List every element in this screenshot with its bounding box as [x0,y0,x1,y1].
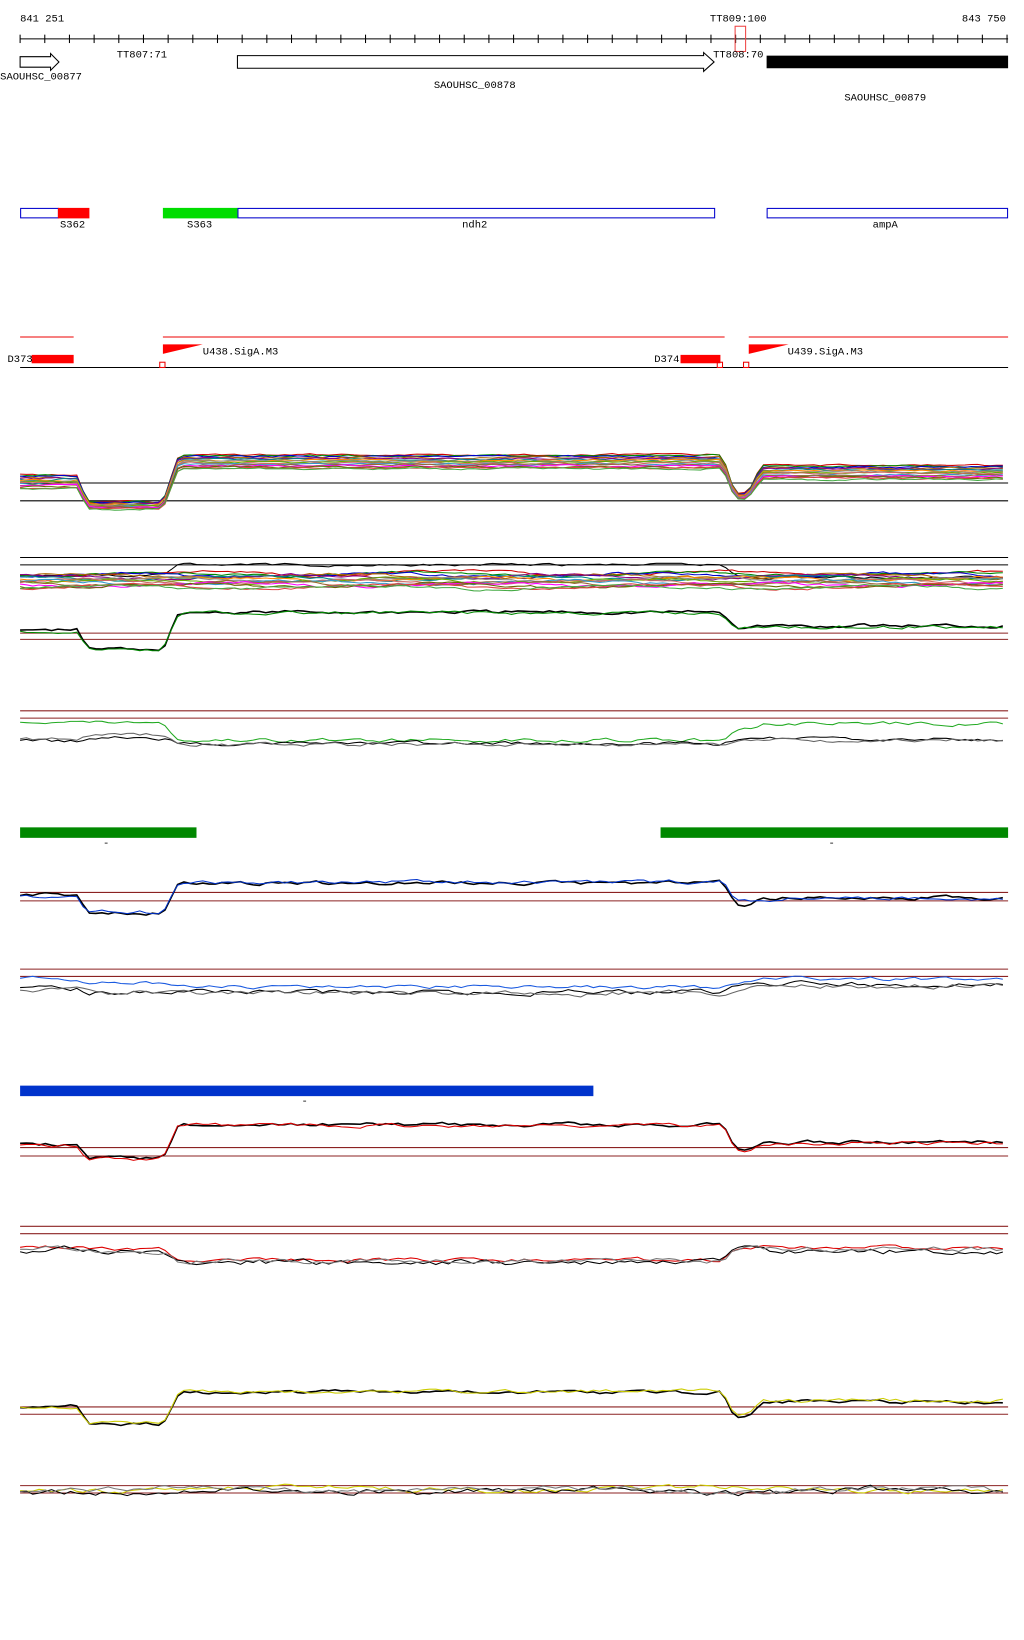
trace [20,1121,1003,1160]
promoter-start [742,361,750,369]
trace [20,461,1003,508]
promoter-end [716,361,724,369]
trace [20,581,1003,589]
gene-block [766,55,1009,69]
trace [20,736,1003,747]
feature-label: S362 [60,219,85,231]
feature [57,207,90,219]
trace [20,453,1003,504]
trace [20,466,1003,510]
trace [20,720,1003,743]
trace [20,458,1003,507]
trace [20,467,1003,511]
trace [20,879,1003,915]
trace [20,1244,1003,1263]
feature [20,207,59,219]
terminator-label: TT809:100 [710,14,767,26]
feature [766,207,1009,219]
segment-label: - [301,1096,307,1108]
promoter [680,354,721,364]
promoter-label: D373 [8,354,33,366]
trace [20,575,1003,584]
feature [237,207,716,219]
feature [162,207,238,219]
trace [20,1484,1003,1497]
trace [20,1388,1003,1425]
trace [20,609,1004,652]
trace [20,1245,1003,1265]
trace [20,1483,1003,1495]
promoter-flag [162,344,203,354]
trace [20,1485,1003,1495]
ruler-end: 843 750 [962,14,1006,26]
promoter-flag [748,344,789,354]
trace [20,1389,1003,1427]
trace [20,1122,1003,1161]
feature-label: ndh2 [462,219,487,231]
segment [20,1085,594,1097]
promoter-label: U438.SigA.M3 [203,346,279,358]
terminator [734,25,747,52]
terminator-label: TT807:71 [117,49,167,61]
ruler-start: 841 251 [20,14,64,26]
segment-label: - [829,838,835,850]
gene-arrow [236,51,715,73]
trace [20,582,1003,591]
segment [20,827,197,838]
promoter [31,354,74,364]
gene-label: SAOUHSC_00878 [434,80,516,92]
expression-traces [19,452,1009,1497]
trace [20,982,1003,998]
trace [19,879,1003,916]
gene-label: SAOUHSC_00877 [0,71,82,83]
ruler-ticks [19,34,1008,44]
trace [20,456,1003,506]
trace [20,583,1003,592]
trace [20,572,1003,581]
gene-label: SAOUHSC_00879 [844,92,926,104]
trace [20,732,1003,747]
feature-label: S363 [187,219,212,231]
trace [20,572,1003,581]
promoter-label: U439.SigA.M3 [788,346,864,358]
promoter-start [159,361,166,369]
feature-label: ampA [873,219,899,231]
segment-label: - [103,838,109,850]
segment [660,827,1009,838]
promoter-label: D374 [654,354,679,366]
trace [20,975,1003,990]
gene-arrow [19,52,60,72]
terminator-label: TT808:70 [713,49,763,61]
trace [19,1245,1003,1266]
trace [20,610,1003,652]
